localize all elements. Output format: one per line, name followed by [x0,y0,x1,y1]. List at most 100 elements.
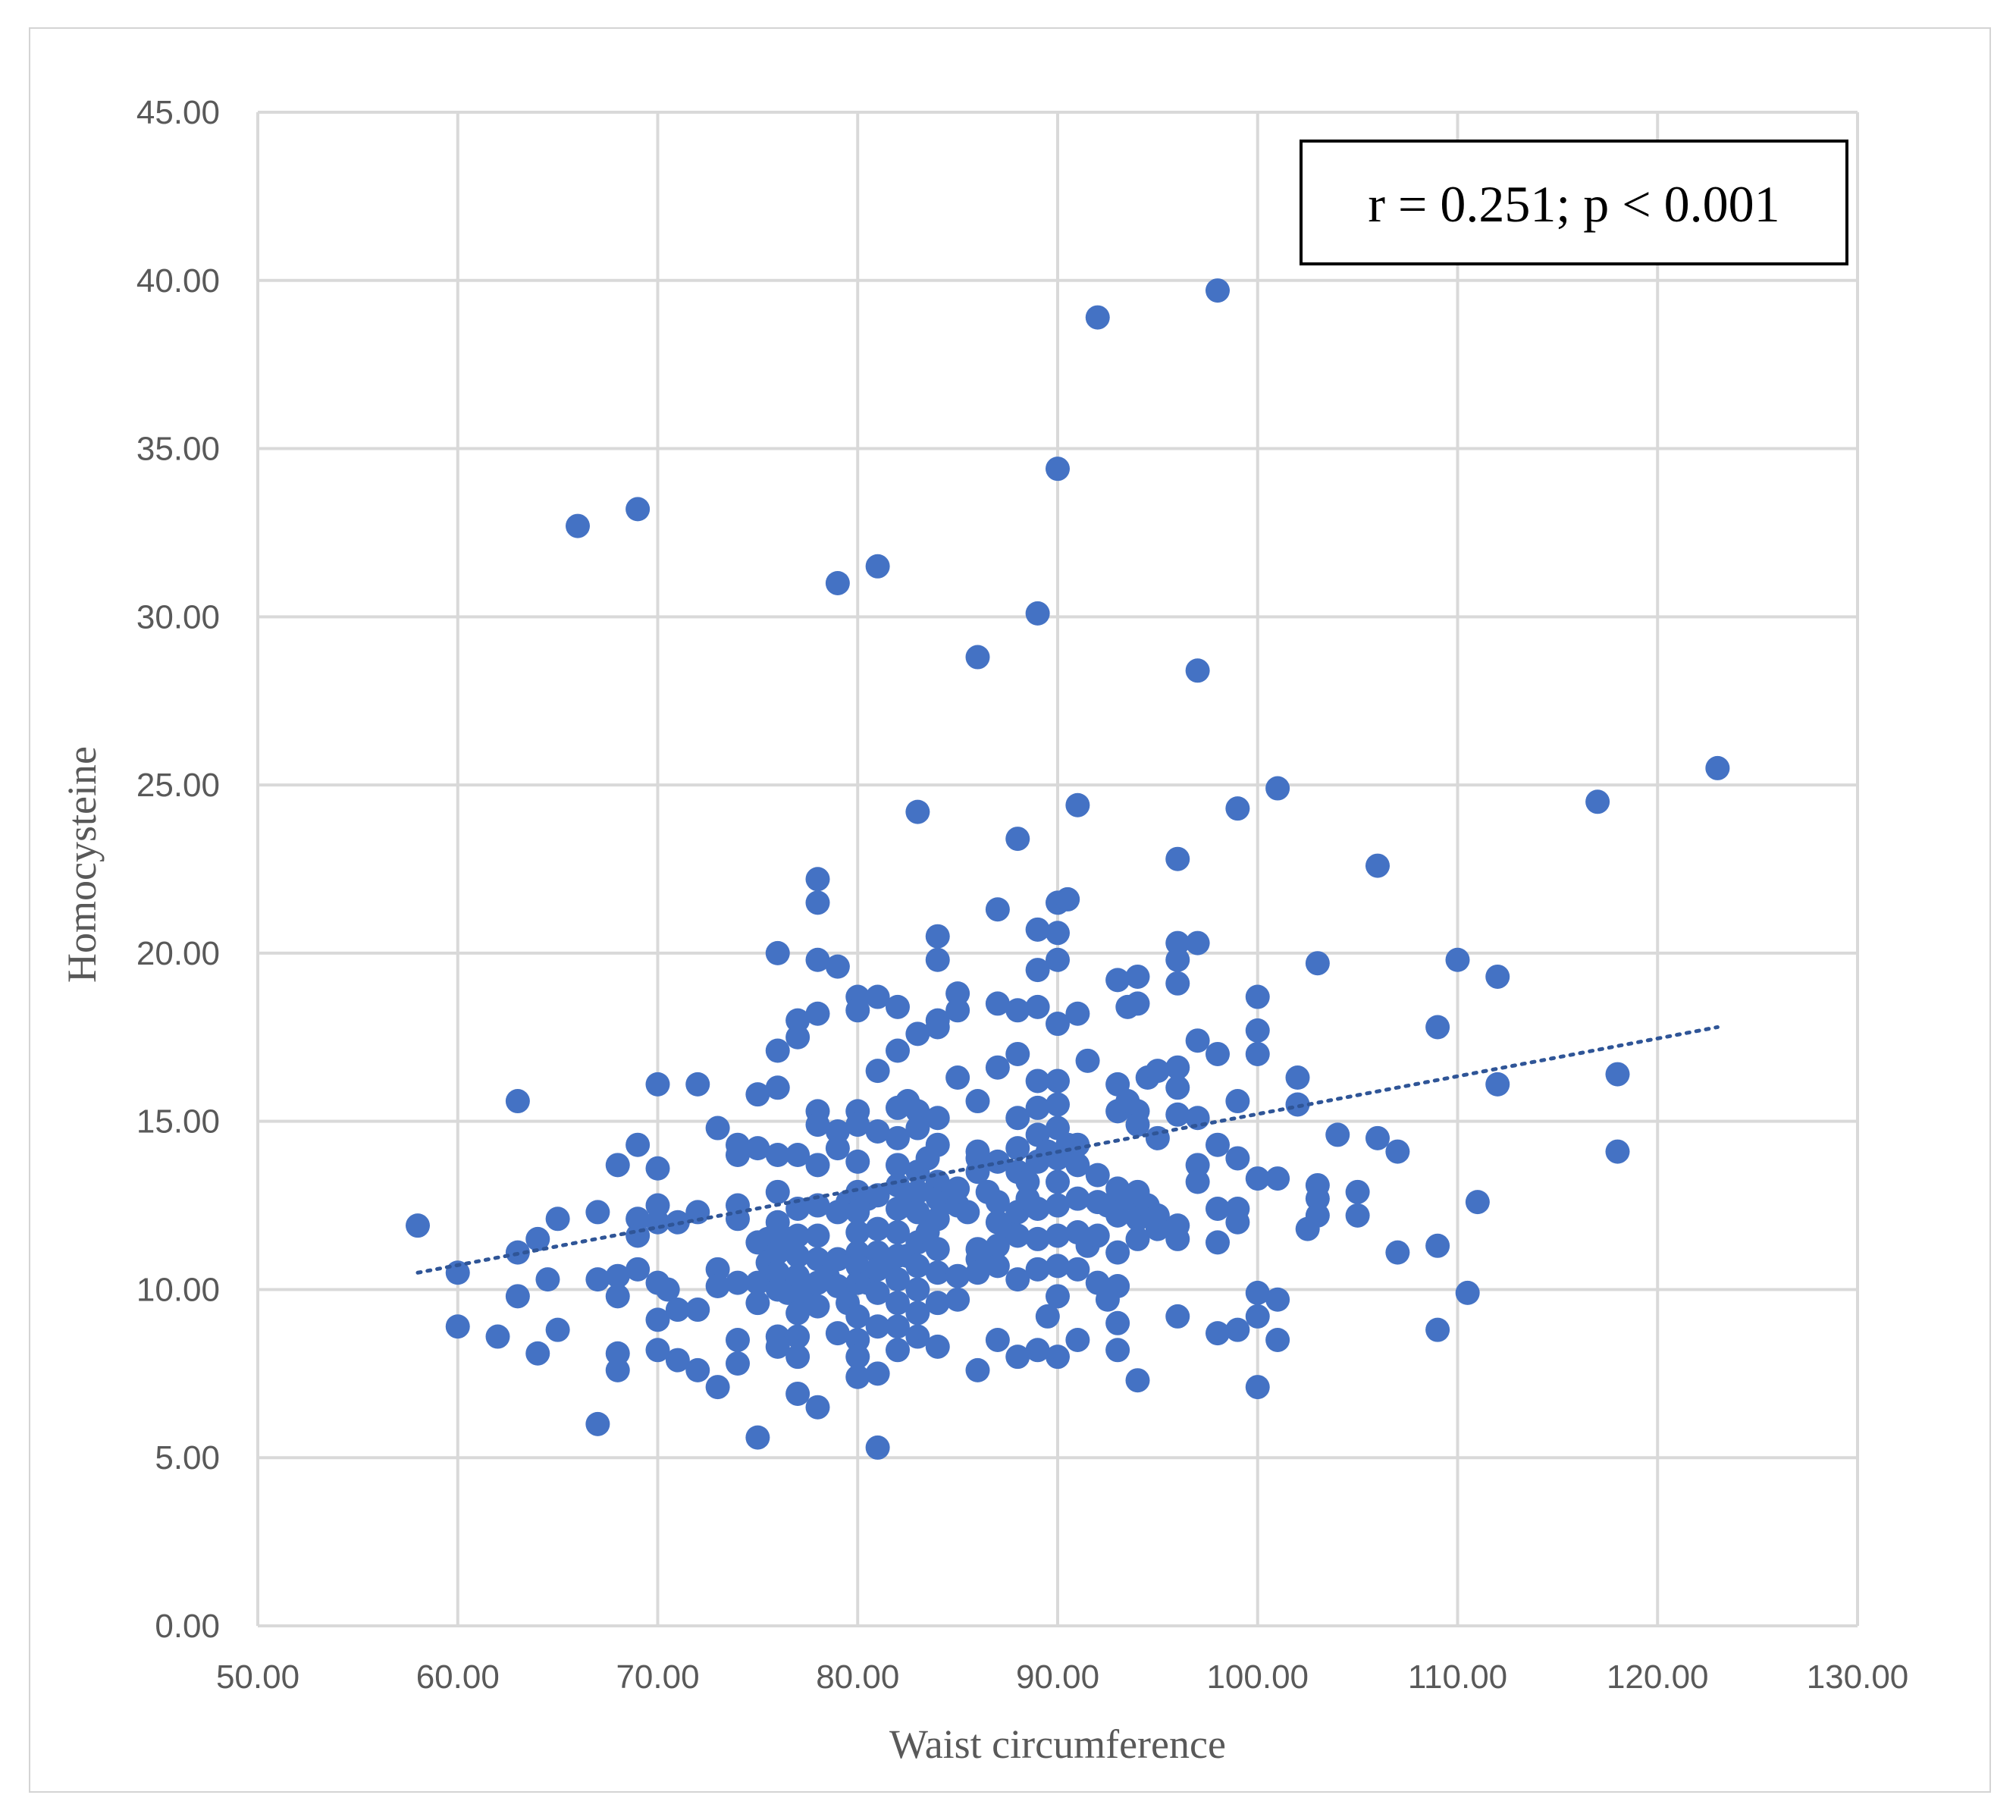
data-point [985,1233,1010,1258]
data-point [1105,1240,1130,1265]
data-point [726,1327,750,1352]
data-point [1265,1287,1290,1312]
data-point [685,1298,710,1323]
x-tick-label: 80.00 [816,1658,899,1696]
data-point [1005,1041,1030,1066]
data-point [785,1324,810,1349]
data-point [625,497,651,522]
data-point [605,1263,630,1288]
data-point [965,1089,990,1114]
data-point [785,1301,810,1326]
y-tick-labels: 0.00 5.00 10.00 15.00 20.00 25.00 30.00 35.00 40… [136,94,220,1645]
data-point [1065,1001,1090,1026]
data-point [726,1270,750,1295]
data-point [745,1136,770,1161]
data-point [1085,305,1110,330]
data-point [785,1345,810,1370]
data-point [1025,1226,1050,1251]
data-point [825,1247,850,1272]
data-point [1025,917,1050,942]
data-point [1065,1257,1090,1282]
data-point [765,1038,790,1063]
data-point [1206,1196,1230,1221]
data-point [1005,827,1030,852]
data-point [1245,1041,1270,1066]
data-point [1206,1321,1230,1346]
data-point [1046,947,1070,972]
data-point [865,1216,890,1241]
data-point [1005,1136,1030,1161]
data-point [1025,601,1050,626]
data-point [1046,1169,1070,1194]
data-point [1605,1139,1630,1164]
data-point [865,1119,890,1144]
data-point [1025,958,1050,983]
data-point [925,1334,950,1359]
data-point [805,1223,830,1248]
data-point [705,1274,730,1299]
data-point [1225,1146,1250,1171]
data-point [1206,1132,1230,1157]
data-point [1425,1233,1450,1258]
data-point [1125,964,1150,989]
data-point [1425,1317,1450,1342]
data-point [985,1190,1010,1215]
data-point [605,1341,630,1366]
data-point [1245,1018,1270,1043]
data-point [1005,1345,1030,1370]
horizontal-gridlines [258,111,1858,1627]
data-point [745,1082,770,1107]
data-point [845,1220,870,1245]
data-point [845,1304,870,1329]
data-point [1265,776,1290,801]
data-point [1605,1062,1630,1087]
data-point [845,1345,870,1370]
x-tick-label: 90.00 [1016,1658,1099,1696]
data-point [1185,1028,1210,1053]
data-point [1046,921,1070,946]
data-point [905,1324,930,1349]
trendline [415,1025,1720,1275]
data-point [886,1338,910,1363]
data-point [1245,1166,1270,1191]
data-point [905,1277,930,1302]
x-tick-label: 70.00 [616,1658,699,1696]
data-point [1015,1169,1040,1194]
data-point [566,513,590,538]
data-point [1185,1106,1210,1131]
data-point [805,890,830,915]
data-point [1305,951,1330,976]
data-point [1005,998,1030,1023]
data-point [1165,1304,1190,1329]
data-point [965,645,990,670]
x-tick-label: 60.00 [416,1658,500,1696]
data-point [1245,1304,1270,1329]
data-point [645,1193,670,1218]
data-point [625,1132,651,1157]
data-point [1105,1274,1130,1299]
data-point [925,1132,950,1157]
data-point [1025,1257,1050,1282]
data-point [1445,947,1470,972]
data-point [865,1280,890,1305]
data-point [1035,1304,1060,1329]
data-point [765,1143,790,1168]
data-point [445,1314,470,1339]
data-point [1065,792,1090,817]
data-point [1225,1089,1250,1114]
data-point [745,1270,770,1295]
data-point [886,1291,910,1316]
x-tick-labels: 50.00 60.00 70.00 80.00 90.00 100.00 110.00 120… [216,1658,1908,1696]
data-point [1165,947,1190,972]
data-point [645,1338,670,1363]
data-point [1125,1112,1150,1138]
data-point [625,1257,651,1282]
data-point [1365,1125,1390,1150]
data-point [745,1425,770,1450]
data-point [865,1435,890,1460]
data-point [945,1065,970,1090]
x-tick-label: 100.00 [1206,1658,1309,1696]
data-point [485,1324,510,1349]
data-point [1165,1102,1190,1127]
data-point [1046,1068,1070,1094]
